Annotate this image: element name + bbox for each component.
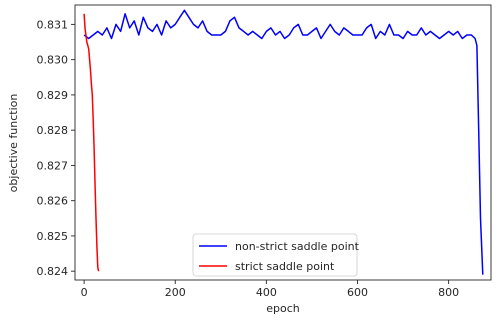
x-tick-label: 800 — [438, 286, 459, 299]
y-tick-label: 0.825 — [37, 230, 69, 243]
x-tick-label: 200 — [165, 286, 186, 299]
y-tick-label: 0.831 — [37, 18, 69, 31]
series-line-non-strict-saddle-point — [83, 9, 484, 275]
x-axis-label: epoch — [266, 302, 300, 315]
y-tick-label: 0.829 — [37, 89, 69, 102]
legend-label-strict: strict saddle point — [235, 260, 335, 273]
legend-label-non-strict: non-strict saddle point — [235, 240, 360, 253]
y-tick-label: 0.828 — [37, 124, 69, 137]
y-axis-label: objective function — [7, 94, 20, 193]
x-axis-ticks: 0 200 400 600 800 — [81, 280, 459, 299]
series-line-strict-saddle-point — [83, 13, 100, 272]
y-tick-label: 0.826 — [37, 195, 69, 208]
y-axis-ticks: 0.824 0.825 0.826 0.827 0.828 0.829 0.830 0.831 — [37, 18, 75, 278]
y-tick-label: 0.824 — [37, 265, 69, 278]
x-tick-label: 400 — [256, 286, 277, 299]
y-tick-label: 0.830 — [37, 54, 69, 67]
y-tick-label: 0.827 — [37, 159, 69, 172]
x-tick-label: 0 — [81, 286, 88, 299]
x-tick-label: 600 — [347, 286, 368, 299]
plot-frame — [74, 4, 492, 281]
legend-box — [192, 233, 358, 277]
legend: non-strict saddle point strict saddle po… — [192, 233, 360, 277]
series-layer — [83, 9, 484, 275]
